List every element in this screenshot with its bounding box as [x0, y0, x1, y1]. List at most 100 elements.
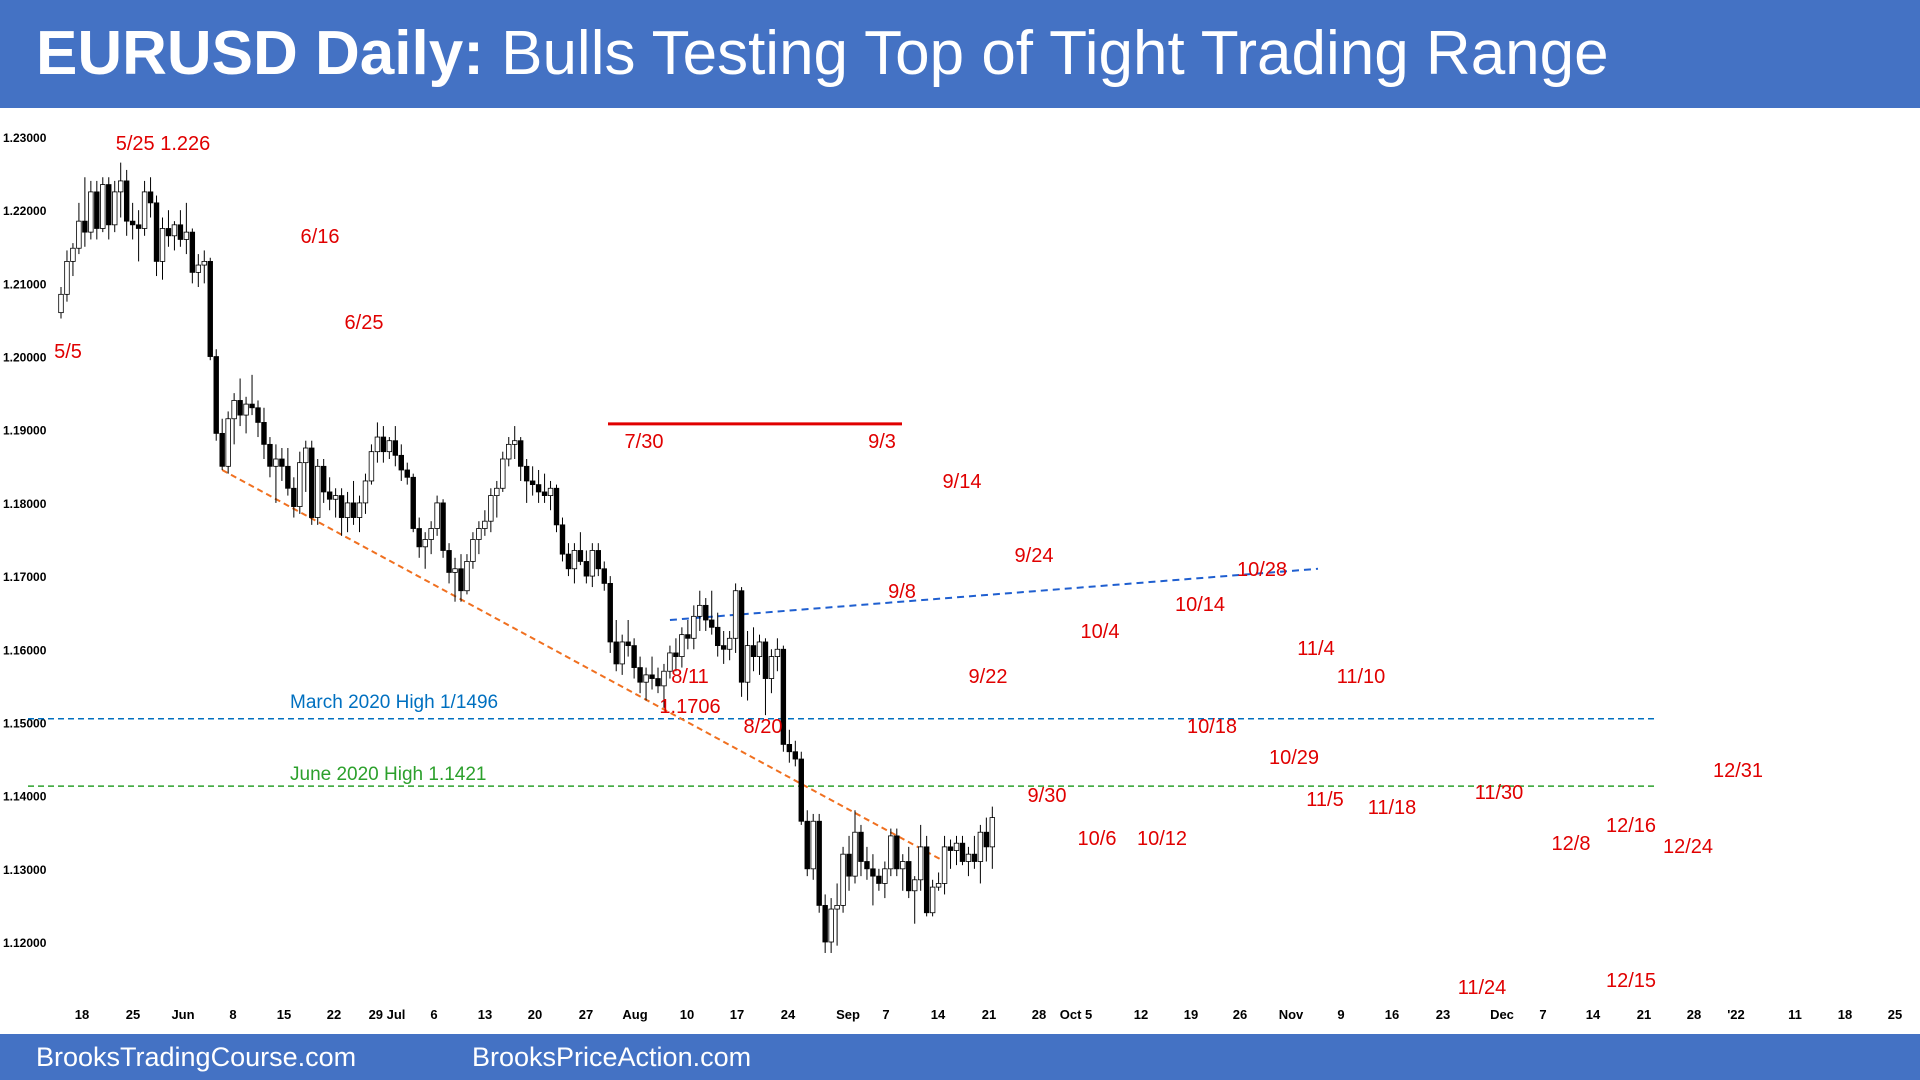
annotation-label: 10/18 — [1187, 716, 1237, 738]
bear-candle — [923, 846, 930, 914]
bull-candle — [494, 487, 500, 496]
bull-candle — [70, 247, 76, 262]
x-tick-label: 29 Jul — [369, 1007, 406, 1022]
bull-candle — [888, 835, 894, 870]
bull-candle — [512, 440, 518, 445]
bear-candle — [523, 465, 530, 482]
x-tick-label: 15 — [277, 1007, 291, 1022]
bear-candle — [309, 447, 315, 518]
annotation-label: 1.1706 — [659, 696, 720, 718]
bull-candle — [774, 648, 781, 657]
bear-candle — [792, 751, 799, 760]
footer-banner: BrooksTradingCourse.com BrooksPriceActio… — [0, 1034, 1920, 1080]
annotation-label: 8/11 — [671, 666, 708, 688]
x-tick-label: Dec — [1490, 1007, 1514, 1022]
bull-candle — [697, 604, 703, 617]
bear-candle — [703, 604, 709, 621]
bull-candle — [917, 846, 924, 881]
bull-candle — [315, 465, 321, 518]
x-tick-label: 20 — [528, 1007, 542, 1022]
bull-candle — [756, 641, 763, 657]
x-tick-label: 17 — [730, 1007, 744, 1022]
bear-candle — [846, 853, 852, 877]
bear-candle — [326, 491, 333, 500]
bear-candle — [135, 224, 142, 229]
bull-candle — [768, 656, 775, 679]
bear-candle — [577, 550, 584, 562]
bear-candle — [798, 758, 804, 822]
bull-candle — [356, 502, 363, 518]
bear-candle — [738, 590, 745, 683]
footer-link-brookstradingcourse[interactable]: BrooksTradingCourse.com — [36, 1042, 357, 1072]
bear-candle — [249, 403, 255, 409]
bear-candle — [82, 220, 88, 233]
bear-trend-line — [221, 469, 946, 863]
bull-candle — [619, 641, 625, 665]
bear-candle — [822, 905, 828, 943]
bull-candle — [386, 440, 393, 453]
bear-candle — [177, 224, 184, 240]
bear-candle — [870, 868, 876, 877]
x-tick-label: 28 — [1687, 1007, 1701, 1022]
bear-candle — [416, 528, 422, 548]
x-tick-label: 27 — [579, 1007, 593, 1022]
bear-candle — [864, 861, 870, 870]
bull-candle — [643, 674, 649, 683]
annotation-label: 11/10 — [1337, 666, 1386, 688]
annotation-label: 9/24 — [1015, 545, 1054, 567]
annotation-label: 8/20 — [744, 716, 783, 738]
bear-candle — [565, 553, 572, 570]
x-tick-label: 7 — [1539, 1007, 1546, 1022]
y-tick-label: 1.15000 — [3, 716, 47, 730]
bull-candle — [171, 224, 178, 237]
bull-candle — [434, 502, 440, 529]
bull-candle — [452, 568, 458, 573]
bear-candle — [267, 443, 273, 467]
bull-candle — [112, 191, 118, 226]
bull-candle — [935, 883, 942, 888]
bear-candle — [715, 626, 721, 647]
title-text: Bulls Testing Top of Tight Trading Range — [483, 19, 1609, 88]
x-tick-label: 18 — [75, 1007, 89, 1022]
bear-candle — [320, 465, 327, 493]
bear-candle — [380, 436, 387, 453]
annotation-label: 9/22 — [969, 666, 1008, 688]
bull-candle — [488, 495, 494, 522]
annotation-label: 7/30 — [625, 431, 664, 453]
y-tick-label: 1.20000 — [3, 351, 47, 365]
bear-candle — [780, 648, 787, 745]
bear-candle — [147, 191, 154, 204]
bull-candle — [225, 418, 231, 467]
bear-candle — [219, 432, 225, 467]
annotation-label: 12/15 — [1606, 970, 1656, 992]
bear-candle — [94, 191, 100, 229]
bull-candle — [834, 905, 840, 910]
annotation-label: 10/28 — [1237, 559, 1287, 581]
bear-candle — [517, 440, 524, 467]
x-tick-label: Sep — [836, 1007, 860, 1022]
bull-candle — [118, 180, 124, 193]
bull-candle — [828, 908, 834, 943]
bull-candle — [506, 443, 512, 460]
footer-link-brookspriceaction[interactable]: BrooksPriceAction.com — [472, 1042, 752, 1072]
bear-candle — [685, 634, 691, 639]
x-tick-label: 22 — [327, 1007, 341, 1022]
y-tick-label: 1.21000 — [3, 277, 47, 291]
bear-candle — [529, 480, 536, 486]
bear-candle — [285, 465, 291, 489]
bear-candle — [291, 487, 297, 507]
bear-candle — [440, 502, 446, 551]
bull-candle — [977, 831, 984, 862]
bear-candle — [673, 652, 679, 657]
bull-candle — [929, 886, 936, 914]
bear-candle — [983, 831, 990, 848]
bear-candle — [559, 524, 566, 555]
x-tick-label: 24 — [781, 1007, 796, 1022]
x-tick-label: 16 — [1385, 1007, 1399, 1022]
bear-candle — [129, 220, 136, 226]
annotation-label: 12/8 — [1552, 833, 1591, 855]
bear-candle — [207, 261, 213, 357]
bull-candle — [231, 400, 237, 420]
x-tick-label: 19 — [1184, 1007, 1198, 1022]
annotation-label: 10/14 — [1175, 594, 1225, 616]
